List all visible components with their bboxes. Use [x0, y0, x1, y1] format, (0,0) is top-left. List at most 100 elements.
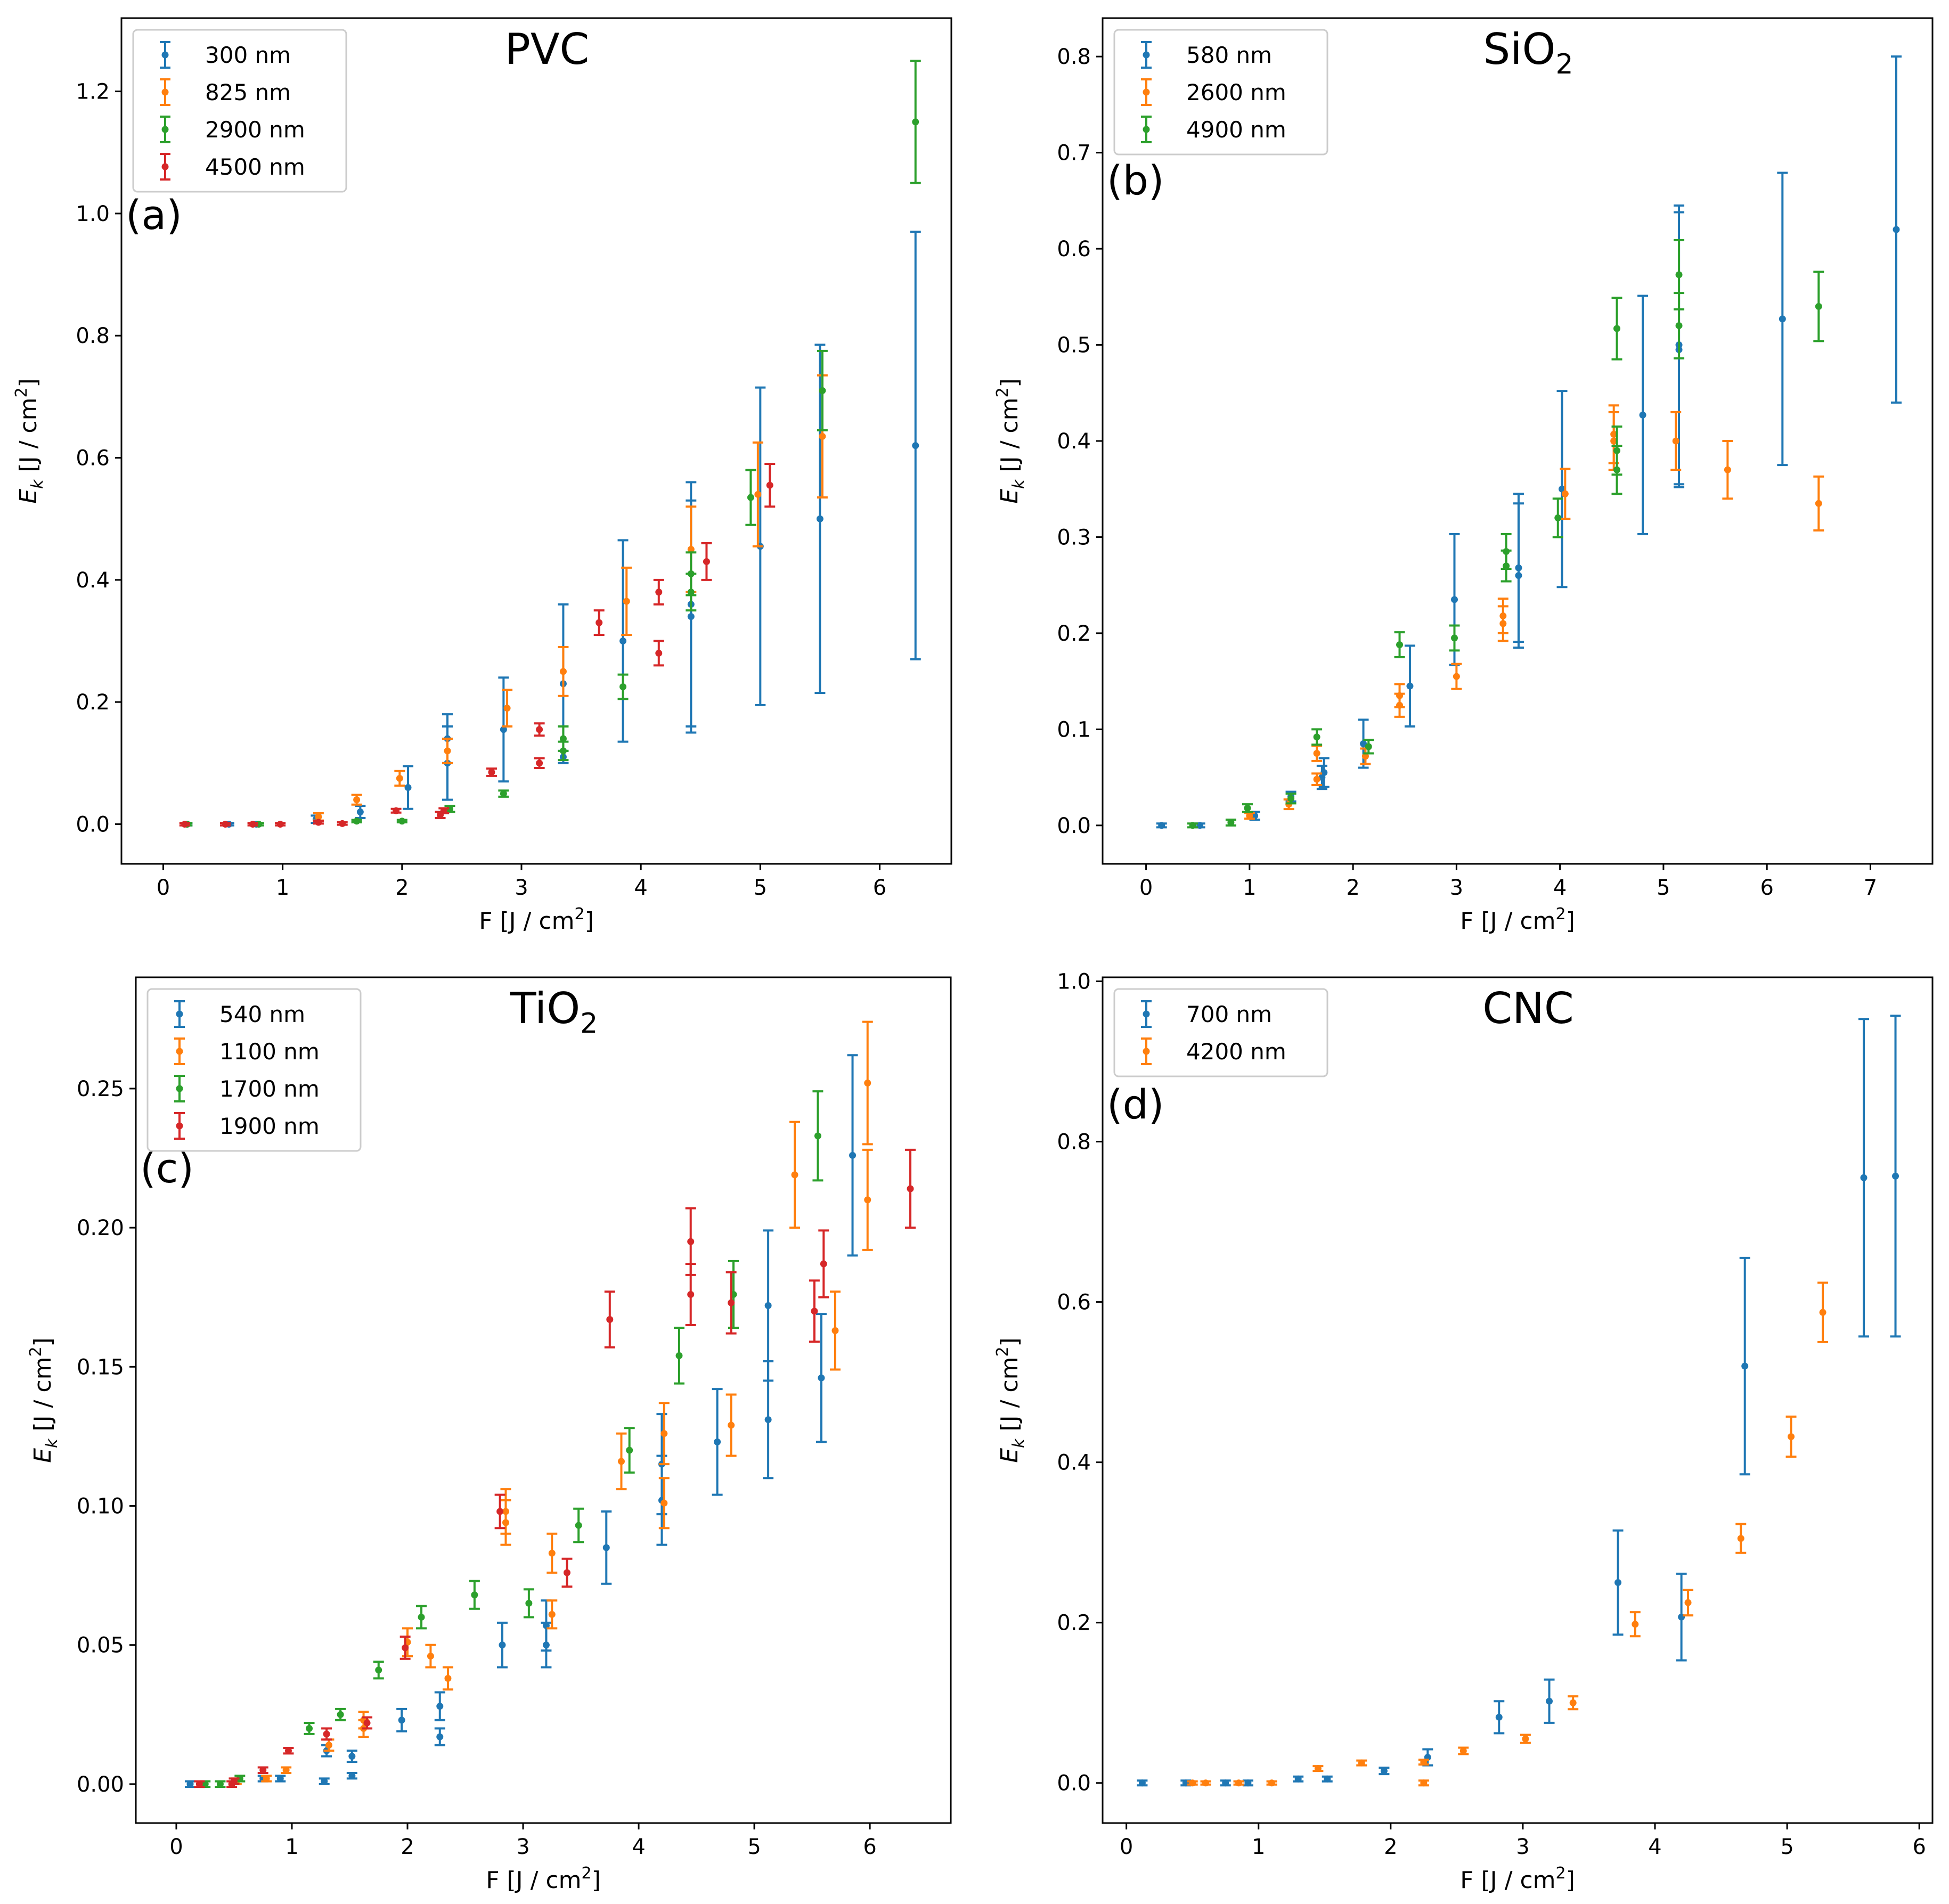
data-point: [1675, 322, 1683, 329]
data-point: [1222, 1779, 1229, 1787]
data-point: [1672, 437, 1679, 445]
data-point: [1639, 411, 1646, 419]
data-point: [1675, 271, 1683, 279]
data-point: [1158, 822, 1165, 829]
data-point: [1251, 812, 1259, 820]
data-point: [282, 1767, 290, 1774]
data-point: [819, 387, 826, 394]
data-point: [912, 442, 919, 450]
data-point: [728, 1421, 735, 1429]
data-point: [1396, 641, 1404, 649]
data-point: [619, 683, 627, 690]
x-tick-label: 0: [1120, 1835, 1133, 1859]
data-point: [398, 1717, 405, 1724]
y-tick-label: 0.4: [1057, 429, 1091, 454]
x-tick-label: 5: [1657, 876, 1670, 900]
x-tick-label: 0: [169, 1835, 183, 1859]
x-tick-label: 2: [1346, 876, 1359, 900]
series-4900-nm: [1187, 239, 1824, 829]
legend-label: 540 nm: [219, 1001, 305, 1027]
data-point: [353, 796, 361, 804]
x-tick-label: 4: [1553, 876, 1567, 900]
axes-frame: [1102, 17, 1934, 865]
data-point: [687, 1291, 695, 1298]
legend-label: 1100 nm: [219, 1039, 320, 1065]
data-point: [1365, 743, 1372, 750]
data-point: [548, 1611, 556, 1618]
data-point: [1420, 1759, 1428, 1766]
x-tick-label: 3: [1516, 1835, 1529, 1859]
data-point: [186, 1780, 194, 1788]
x-tick-label: 5: [747, 1835, 761, 1859]
data-point: [1737, 1535, 1744, 1542]
data-point: [655, 589, 663, 596]
data-point: [1313, 775, 1320, 783]
data-point: [687, 1238, 695, 1245]
data-point: [1724, 466, 1731, 473]
x-tick-label: 1: [1252, 1835, 1265, 1859]
data-point: [764, 1416, 772, 1424]
y-tick-label: 0.8: [76, 324, 110, 348]
data-point: [559, 735, 567, 742]
legend-label: 1900 nm: [219, 1113, 320, 1139]
data-point: [1522, 1735, 1529, 1743]
data-point: [766, 481, 773, 489]
series-580-nm: [1156, 55, 1902, 829]
panel-letter: (b): [1107, 157, 1164, 204]
data-point: [728, 1299, 735, 1306]
data-point: [811, 1308, 818, 1315]
data-point: [446, 805, 453, 813]
axes-frame: [120, 17, 952, 865]
data-point: [1361, 753, 1369, 760]
data-point: [1860, 1174, 1868, 1181]
data-point: [1495, 1713, 1503, 1721]
panel-title: TiO2: [510, 984, 598, 1040]
legend-marker: [161, 126, 169, 133]
data-point: [471, 1591, 478, 1599]
data-point: [348, 1753, 356, 1760]
x-tick-label: 4: [634, 876, 647, 900]
data-point: [1196, 822, 1204, 829]
x-tick-label: 3: [1450, 876, 1463, 900]
data-point: [181, 820, 189, 828]
y-tick-label: 1.2: [76, 80, 110, 104]
data-point: [1610, 430, 1618, 438]
data-point: [660, 1430, 668, 1437]
data-point: [714, 1438, 721, 1445]
data-point: [816, 515, 823, 522]
y-tick-label: 0.25: [77, 1077, 124, 1101]
data-point: [606, 1316, 614, 1323]
data-point: [500, 726, 507, 733]
panel-3: 0 1 2 3 4 5 6 0.00 0.05 0.10 0.15 0.20 0.25 TiO2 (c) F …: [27, 976, 952, 1894]
data-point: [575, 1522, 582, 1529]
data-point: [764, 1302, 772, 1309]
y-axis-label: Ek [J / cm2]: [27, 1337, 61, 1462]
data-point: [655, 649, 663, 657]
legend-box: [146, 988, 362, 1152]
x-tick-label: 7: [1864, 876, 1877, 900]
data-point: [404, 784, 412, 791]
data-point: [393, 807, 400, 814]
data-point: [1227, 819, 1235, 826]
legend-marker: [1143, 1048, 1150, 1055]
panel-1: 0 1 2 3 4 5 6 0.0 0.2 0.4 0.6 0.8 1.0 1.2 PVC (a) F [J /…: [12, 17, 952, 935]
x-axis-label: F [J / cm2]: [486, 1864, 601, 1894]
data-point: [1450, 596, 1458, 603]
y-tick-label: 0.8: [1057, 1130, 1091, 1155]
data-point: [1499, 612, 1507, 619]
legend-label: 300 nm: [205, 42, 291, 68]
data-point: [1892, 1172, 1899, 1180]
data-point: [1613, 447, 1620, 454]
x-tick-label: 3: [515, 876, 528, 900]
legend-marker: [1143, 1010, 1150, 1018]
data-point: [623, 598, 630, 605]
data-point: [418, 1613, 425, 1621]
y-tick-label: 0.0: [1057, 814, 1091, 838]
data-point: [626, 1447, 633, 1454]
data-point: [356, 808, 364, 816]
data-point: [1313, 749, 1320, 757]
data-point: [660, 1499, 668, 1507]
legend-marker: [161, 163, 169, 170]
data-point: [402, 1644, 409, 1652]
